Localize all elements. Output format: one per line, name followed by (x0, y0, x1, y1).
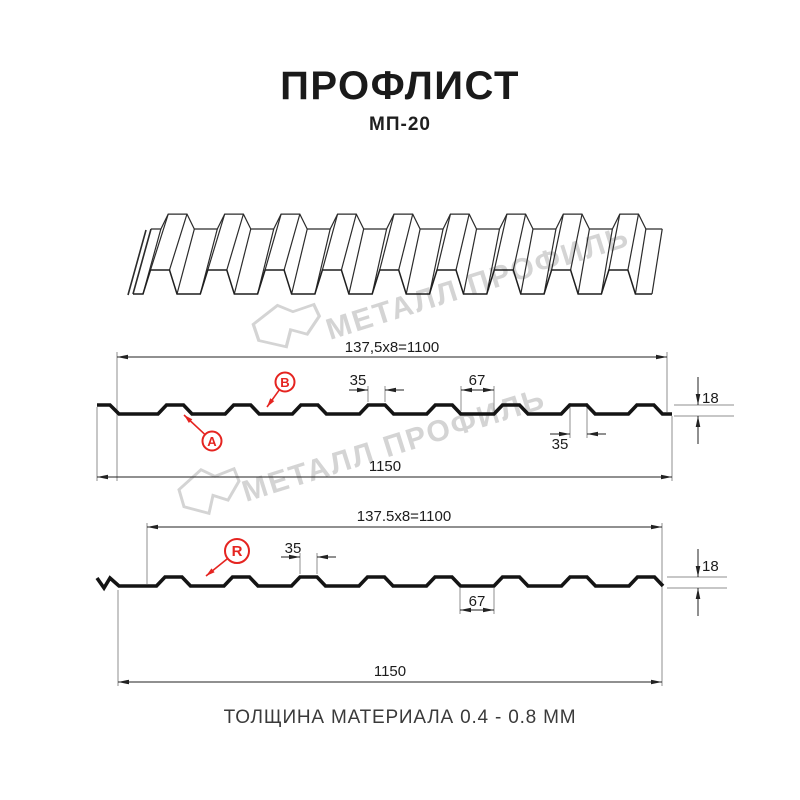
dimension-labels: 137,5x8=1100 35 67 18 35 1150 137.5x8=11… (207, 339, 718, 680)
dim-label-ribtop-a: 35 (350, 372, 367, 389)
dim-label-height-b: 18 (702, 558, 719, 575)
dim-label-total-b: 1150 (374, 663, 406, 680)
brand-logo-watermark (251, 302, 322, 349)
marker-a-label: A (207, 434, 217, 449)
page-title: ПРОФЛИСТ (280, 64, 520, 108)
marker-r-label: R (232, 543, 243, 560)
watermark-layer: МЕТАЛЛ ПРОФИЛЬ МЕТАЛЛ ПРОФИЛЬ (177, 220, 634, 516)
dim-label-ribtop2-a: 35 (552, 436, 569, 453)
dim-label-height-a: 18 (702, 390, 719, 407)
section-markers (183, 371, 296, 577)
dim-label-valley-b: 67 (469, 593, 486, 610)
profile-model-subtitle: МП-20 (369, 114, 431, 135)
material-thickness-note: ТОЛЩИНА МАТЕРИАЛА 0.4 - 0.8 ММ (223, 707, 577, 728)
dim-label-valley-a: 67 (469, 372, 486, 389)
profile-sections (95, 403, 672, 592)
brand-logo-watermark (177, 466, 241, 516)
sheet-3d-drawing (127, 213, 663, 296)
dim-label-total-a: 1150 (369, 458, 401, 475)
dim-label-pitch-b: 137.5x8=1100 (357, 508, 451, 525)
dim-label-ribtop-b: 35 (285, 540, 302, 557)
brand-watermark-text: МЕТАЛЛ ПРОФИЛЬ (238, 382, 549, 509)
dimension-lines (96, 352, 734, 686)
marker-b-label: B (280, 375, 289, 390)
brand-watermark-text: МЕТАЛЛ ПРОФИЛЬ (322, 220, 633, 347)
dim-label-pitch-a: 137,5x8=1100 (345, 339, 439, 356)
